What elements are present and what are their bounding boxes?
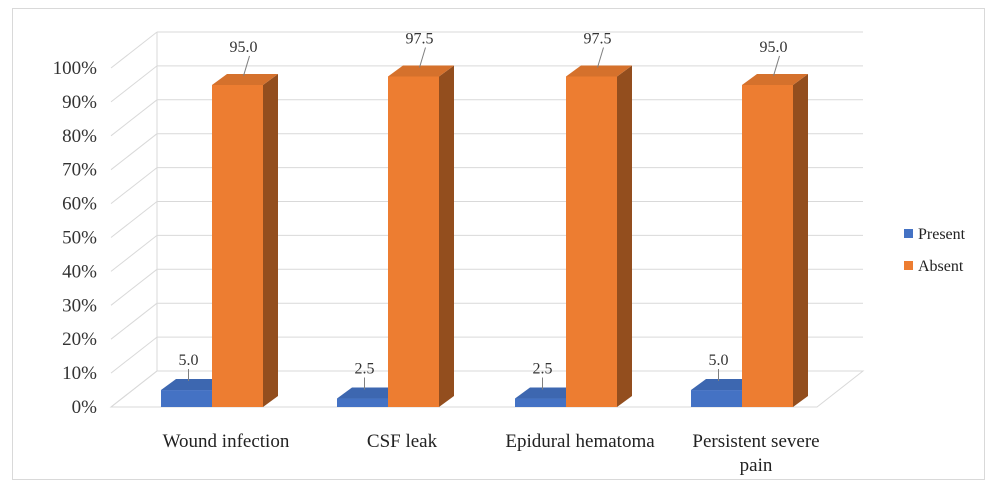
bar-absent-side — [263, 73, 278, 407]
bar-absent-top — [388, 65, 454, 77]
data-label: 95.0 — [760, 39, 788, 56]
leader-line — [243, 55, 250, 77]
gridline-side — [110, 167, 158, 204]
chart-frame: 0% 10% 20% 30% 40% 50% 60% 70% 80% 90% 100% 5.0 95.… — [12, 8, 985, 480]
y-tick-label: 100% — [53, 58, 98, 79]
leader-line — [419, 47, 426, 68]
y-tick-label: 60% — [62, 194, 97, 215]
leader-line — [597, 47, 604, 68]
gridline-side — [110, 99, 158, 137]
y-tick-label: 50% — [62, 228, 97, 249]
data-label: 5.0 — [709, 352, 729, 369]
bar-present-front — [515, 398, 566, 407]
category-label-line: Wound infection — [163, 431, 290, 452]
bar-present-top — [337, 387, 403, 399]
gridline-side — [110, 201, 158, 238]
data-label: 97.5 — [406, 30, 434, 47]
data-label: 2.5 — [533, 361, 553, 378]
y-tick-label: 10% — [62, 363, 97, 384]
data-label: 95.0 — [230, 39, 258, 56]
y-axis: 0% 10% 20% 30% 40% 50% 60% 70% 80% 90% 100% — [53, 58, 98, 418]
bar-present-top — [515, 387, 581, 399]
y-tick-label: 30% — [62, 295, 97, 316]
legend-label-absent: Absent — [918, 258, 964, 275]
category-label: CSF leak — [367, 431, 438, 452]
bar-absent-front — [742, 84, 793, 407]
y-tick-label: 90% — [62, 92, 97, 113]
bar-absent-front — [566, 76, 617, 407]
bar-absent-top — [212, 73, 278, 85]
bar-absent — [742, 73, 808, 407]
data-label: 2.5 — [355, 361, 375, 378]
data-label: 97.5 — [584, 30, 612, 47]
category-label: Persistent severe pain — [692, 431, 819, 476]
bar-present-front — [337, 398, 388, 407]
bar-absent — [212, 73, 278, 407]
legend-swatch-present — [904, 229, 913, 238]
y-tick-label: 0% — [72, 397, 98, 418]
gridline-side — [110, 268, 158, 306]
bar-present-top — [691, 379, 757, 391]
legend-swatch-absent — [904, 261, 913, 270]
legend: Present Absent — [904, 226, 966, 275]
bar-present-front — [161, 390, 212, 407]
category-label: Epidural hematoma — [505, 431, 655, 452]
gridline-side — [110, 336, 158, 374]
chart-svg: 0% 10% 20% 30% 40% 50% 60% 70% 80% 90% 100% 5.0 95.… — [53, 30, 966, 476]
gridline-side — [110, 302, 158, 340]
bar-absent-top — [566, 65, 632, 77]
y-tick-label: 40% — [62, 261, 97, 282]
legend-label-present: Present — [918, 226, 966, 243]
data-label: 5.0 — [179, 352, 199, 369]
category-label-line: CSF leak — [367, 431, 438, 452]
bars — [161, 65, 808, 407]
gridline-side — [110, 235, 158, 272]
bar-absent-side — [617, 65, 632, 407]
gridline-side — [110, 31, 158, 69]
data-labels: 5.0 95.0 2.5 97.5 2.5 97.5 5.0 95.0 — [179, 30, 788, 390]
x-axis: Wound infection CSF leak Epidural hematoma… — [163, 431, 820, 476]
bar-absent-front — [212, 84, 263, 407]
y-tick-label: 20% — [62, 329, 97, 350]
bar-absent — [388, 65, 454, 407]
bar-absent-side — [439, 65, 454, 407]
bar-absent-front — [388, 76, 439, 407]
gridline-side — [110, 65, 158, 103]
y-tick-label: 80% — [62, 126, 97, 147]
category-label-line: Persistent severe — [692, 431, 819, 452]
category-label-line: Epidural hematoma — [505, 431, 655, 452]
gridline-side — [110, 133, 158, 171]
category-label-line: pain — [740, 455, 773, 476]
bar-absent-side — [793, 73, 808, 407]
bar-absent-top — [742, 73, 808, 85]
y-tick-label: 70% — [62, 160, 97, 181]
bar-absent — [566, 65, 632, 407]
bar-present-top — [161, 379, 227, 391]
leader-line — [773, 55, 780, 77]
bar-present-front — [691, 390, 742, 407]
category-label: Wound infection — [163, 431, 290, 452]
